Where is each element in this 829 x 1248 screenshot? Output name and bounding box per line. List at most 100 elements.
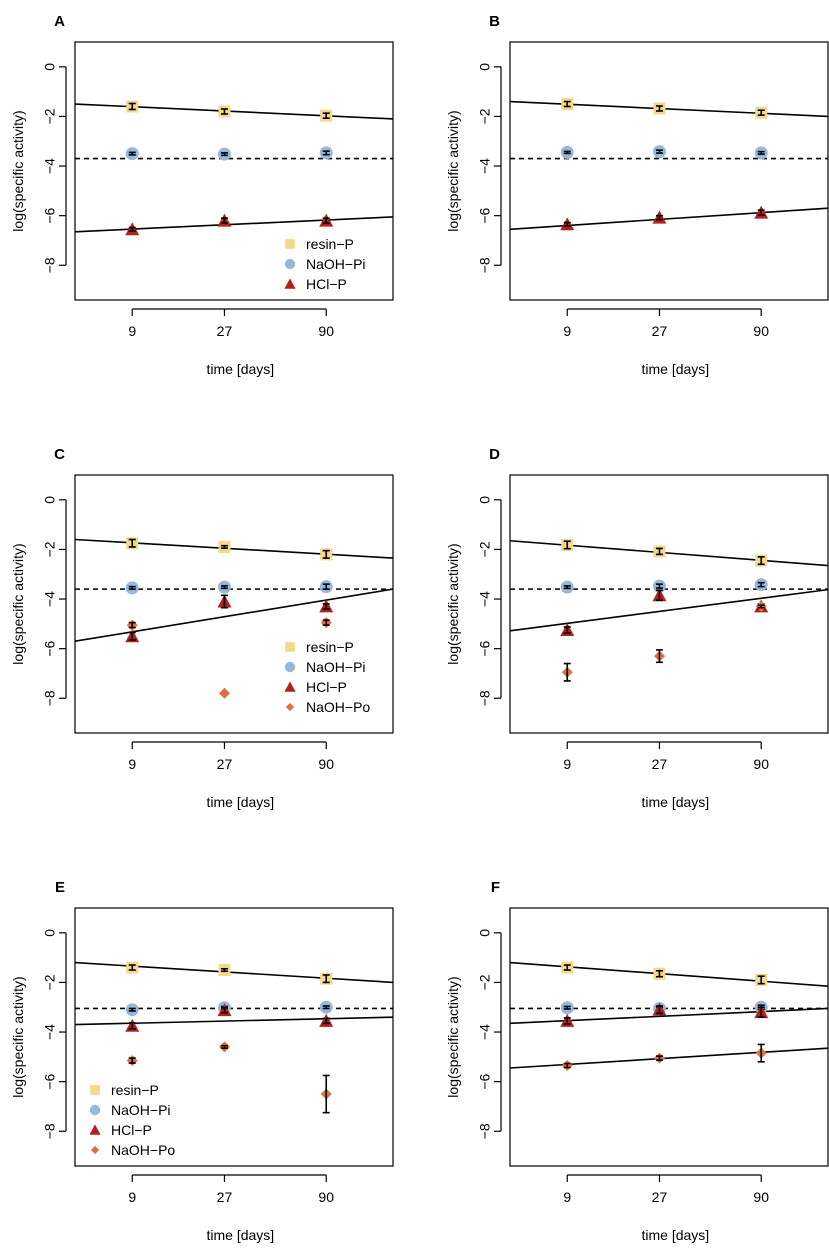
y-axis-label: log(specific activity)	[445, 110, 461, 231]
x-tick-label: 27	[217, 756, 233, 772]
x-axis-label: time [days]	[207, 361, 275, 377]
legend-marker-naoh-pi	[284, 258, 296, 270]
y-axis-label: log(specific activity)	[10, 110, 26, 231]
y-tick-label: 0	[477, 63, 493, 71]
legend-label: HCl−P	[111, 1122, 152, 1138]
legend-marker-resin-p	[90, 1085, 100, 1095]
regression-line	[509, 588, 829, 632]
x-tick-label: 27	[652, 1189, 668, 1205]
y-tick-label: −6	[477, 640, 493, 656]
regression-line	[74, 961, 394, 984]
y-tick-label: −2	[477, 108, 493, 124]
plot-frame	[74, 41, 394, 301]
legend-marker-naoh-po	[90, 1145, 100, 1155]
regression-line	[74, 103, 394, 120]
regression-line	[509, 207, 829, 231]
plot-frame	[74, 474, 394, 734]
x-tick-label: 27	[652, 323, 668, 339]
regression-line	[74, 538, 394, 559]
regression-line	[74, 216, 394, 233]
y-tick-label: −4	[42, 158, 58, 174]
y-tick-label: −6	[42, 1073, 58, 1089]
regression-line	[509, 100, 829, 118]
x-tick-label: 27	[652, 756, 668, 772]
legend-label: HCl−P	[306, 679, 347, 695]
legend-label: HCl−P	[306, 276, 347, 292]
x-tick-label: 9	[563, 756, 571, 772]
panel-F: F 0 −2 −4 −6 −8 log(specific activity) 9 27 90 tim…	[445, 879, 829, 1243]
y-tick-label: 0	[42, 63, 58, 71]
y-tick-label: −2	[477, 974, 493, 990]
legend-marker-naoh-pi	[284, 661, 296, 673]
x-tick-label: 90	[753, 1189, 769, 1205]
y-tick-label: −6	[42, 640, 58, 656]
legend-label: NaOH−Pi	[306, 256, 366, 272]
panel-E: E 0 −2 −4 −6 −8 log(specific activity) 9 27 90 tim…	[10, 879, 394, 1243]
regression-line	[509, 539, 829, 567]
x-axis-label: time [days]	[642, 1227, 710, 1243]
y-tick-label: −4	[477, 591, 493, 607]
panel-letter: B	[489, 13, 500, 30]
x-tick-label: 9	[563, 1189, 571, 1205]
regression-line	[509, 1047, 829, 1069]
regression-line	[74, 1016, 394, 1026]
y-tick-label: −8	[42, 257, 58, 273]
y-tick-label: −8	[477, 690, 493, 706]
y-tick-label: −6	[477, 207, 493, 223]
x-tick-label: 90	[753, 323, 769, 339]
y-tick-label: 0	[477, 929, 493, 937]
legend: resin−P NaOH−Pi HCl−P	[284, 236, 366, 292]
panel-letter: D	[489, 446, 500, 463]
legend-marker-hcl-p	[284, 681, 296, 692]
y-tick-label: −8	[477, 1123, 493, 1139]
legend-label: resin−P	[111, 1082, 159, 1098]
legend-marker-naoh-pi	[89, 1104, 101, 1116]
x-tick-label: 90	[753, 756, 769, 772]
y-tick-label: −2	[42, 974, 58, 990]
x-axis-label: time [days]	[207, 1227, 275, 1243]
x-tick-label: 9	[128, 1189, 136, 1205]
y-tick-label: 0	[42, 496, 58, 504]
panel-letter: A	[54, 13, 65, 30]
y-tick-label: −2	[42, 108, 58, 124]
x-tick-label: 90	[318, 323, 334, 339]
legend-label: resin−P	[306, 639, 354, 655]
y-axis-label: log(specific activity)	[445, 976, 461, 1097]
y-tick-label: −2	[477, 541, 493, 557]
legend-marker-hcl-p	[89, 1124, 101, 1135]
legend-label: NaOH−Po	[306, 699, 370, 715]
regression-line	[509, 1007, 829, 1025]
legend: resin−P NaOH−Pi HCl−P NaOH−Po	[89, 1082, 175, 1158]
x-tick-label: 27	[217, 323, 233, 339]
y-axis-label: log(specific activity)	[445, 543, 461, 664]
x-tick-label: 27	[217, 1189, 233, 1205]
legend-label: NaOH−Pi	[111, 1102, 171, 1118]
y-tick-label: −8	[477, 257, 493, 273]
y-tick-label: −8	[42, 690, 58, 706]
x-axis-label: time [days]	[207, 794, 275, 810]
plot-frame	[509, 41, 829, 301]
regression-line	[509, 961, 829, 987]
y-tick-label: 0	[42, 929, 58, 937]
y-tick-label: −2	[42, 541, 58, 557]
y-axis-label: log(specific activity)	[10, 543, 26, 664]
panel-letter: E	[55, 879, 65, 896]
plot-frame	[509, 907, 829, 1167]
panel-letter: C	[54, 446, 65, 463]
x-tick-label: 9	[128, 756, 136, 772]
panel-D: D 0 −2 −4 −6 −8 log(specific activity) 9 27 90 tim…	[445, 446, 829, 810]
plot-frame	[74, 907, 394, 1167]
marker-naoh-po	[218, 687, 230, 699]
x-tick-label: 9	[128, 323, 136, 339]
y-tick-label: −8	[42, 1123, 58, 1139]
legend-marker-hcl-p	[284, 278, 296, 289]
y-tick-label: −4	[42, 1024, 58, 1040]
x-tick-label: 90	[318, 756, 334, 772]
legend-label: NaOH−Po	[111, 1142, 175, 1158]
y-tick-label: −6	[477, 1073, 493, 1089]
legend-marker-naoh-po	[285, 702, 295, 712]
panel-letter: F	[491, 879, 500, 896]
legend-label: resin−P	[306, 236, 354, 252]
legend-marker-resin-p	[285, 642, 295, 652]
x-tick-label: 90	[318, 1189, 334, 1205]
